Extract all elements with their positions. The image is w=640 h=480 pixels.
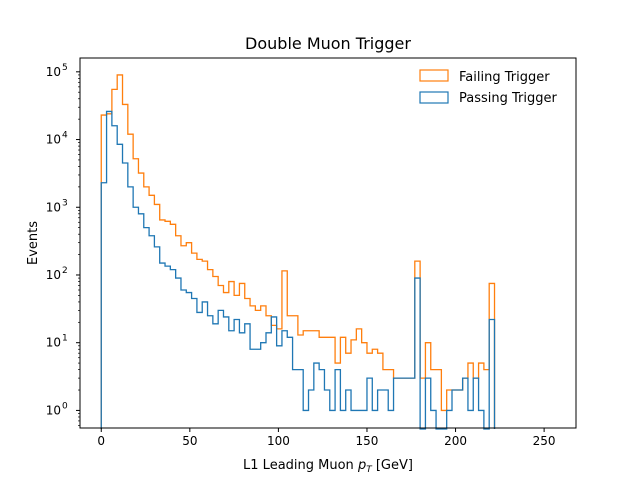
series-layer [100, 74, 496, 430]
y-tick-exponent: 4 [62, 131, 68, 141]
series-0 [100, 74, 496, 429]
legend-label-passing: Passing Trigger [459, 91, 557, 106]
x-axis-label-unit: [GeV] [372, 458, 413, 473]
legend-swatch-failing [419, 69, 449, 82]
y-tick-label: 10 [46, 403, 61, 417]
x-tick-label: 100 [267, 434, 290, 448]
x-tick-label: 0 [97, 434, 105, 448]
y-tick-exponent: 2 [62, 266, 68, 276]
y-tick-exponent: 5 [62, 63, 68, 73]
x-axis-label-symbol: p [357, 458, 366, 473]
x-axis-label-subscript: T [366, 465, 373, 475]
y-tick-label: 10 [46, 65, 61, 79]
x-tick-label: 200 [444, 434, 467, 448]
x-axis-label-main: L1 Leading Muon [243, 458, 358, 473]
y-tick-exponent: 0 [62, 401, 68, 411]
y-axis-label: Events [26, 221, 41, 265]
chart-title: Double Muon Trigger [245, 34, 411, 53]
legend: Failing Trigger Passing Trigger [419, 69, 557, 106]
y-tick-label: 10 [46, 200, 61, 214]
x-tick-label: 150 [356, 434, 379, 448]
x-axis: 0 50 100 150 200 250 [97, 428, 556, 448]
x-tick-label: 250 [533, 434, 556, 448]
x-axis-label: L1 Leading Muon pT [GeV] [243, 458, 413, 475]
histogram-step-line [100, 74, 496, 429]
x-tick-label: 50 [182, 434, 197, 448]
series-1 [100, 110, 496, 430]
y-tick-label: 10 [46, 336, 61, 350]
legend-label-failing: Failing Trigger [459, 70, 550, 85]
plot-frame [79, 57, 577, 429]
legend-swatch-passing [419, 91, 449, 104]
y-tick-label: 10 [46, 268, 61, 282]
y-tick-exponent: 1 [62, 334, 68, 344]
y-tick-label: 10 [46, 133, 61, 147]
y-tick-exponent: 3 [62, 198, 68, 208]
histogram-step-line [100, 110, 496, 430]
